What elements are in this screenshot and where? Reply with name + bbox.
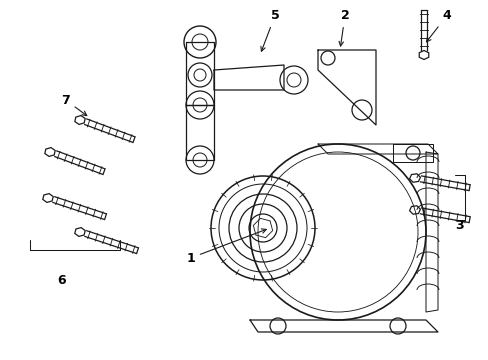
Text: 2: 2: [338, 9, 348, 46]
Text: 6: 6: [58, 274, 66, 287]
Text: 1: 1: [186, 229, 265, 265]
Text: 3: 3: [455, 219, 464, 231]
Text: 7: 7: [61, 94, 86, 116]
Text: 4: 4: [426, 9, 450, 42]
Text: 5: 5: [261, 9, 279, 51]
